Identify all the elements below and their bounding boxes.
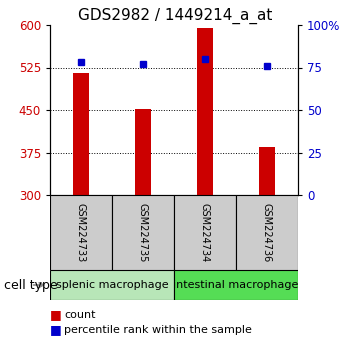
- Text: cell type: cell type: [4, 279, 57, 291]
- Text: ■: ■: [50, 324, 62, 337]
- Text: splenic macrophage: splenic macrophage: [56, 280, 168, 290]
- Text: GDS2982 / 1449214_a_at: GDS2982 / 1449214_a_at: [78, 8, 272, 24]
- Bar: [135, 109, 151, 195]
- Text: GSM224736: GSM224736: [262, 203, 272, 262]
- Bar: [174, 195, 236, 270]
- Text: ■: ■: [50, 308, 62, 321]
- Text: GSM224733: GSM224733: [76, 203, 86, 262]
- Text: GSM224734: GSM224734: [200, 203, 210, 262]
- Bar: [73, 73, 89, 195]
- Bar: [259, 147, 275, 195]
- Bar: [197, 28, 213, 195]
- Bar: [236, 195, 298, 270]
- Text: count: count: [64, 310, 96, 320]
- Bar: [50, 195, 112, 270]
- Bar: [112, 195, 174, 270]
- Text: percentile rank within the sample: percentile rank within the sample: [64, 325, 252, 335]
- Bar: [174, 270, 298, 300]
- Text: GSM224735: GSM224735: [138, 203, 148, 262]
- Bar: [50, 270, 174, 300]
- Text: intestinal macrophage: intestinal macrophage: [173, 280, 299, 290]
